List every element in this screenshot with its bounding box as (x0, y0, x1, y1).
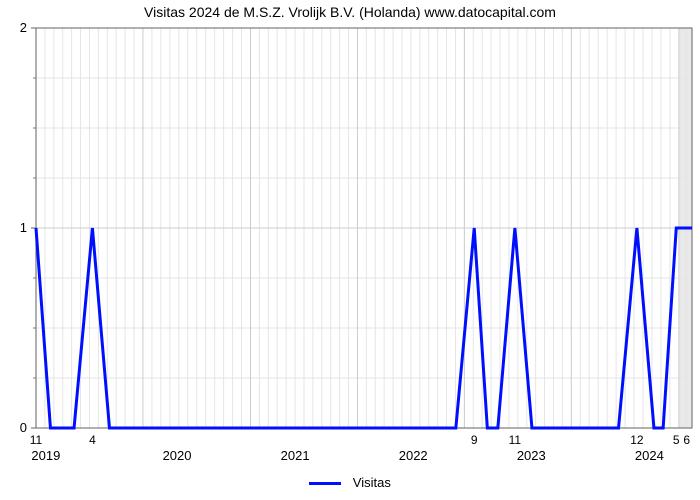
svg-text:1: 1 (20, 220, 27, 235)
legend: Visitas (0, 475, 700, 490)
svg-text:2020: 2020 (163, 448, 192, 463)
svg-text:12: 12 (630, 433, 644, 447)
svg-text:2023: 2023 (517, 448, 546, 463)
svg-text:2021: 2021 (281, 448, 310, 463)
svg-text:6: 6 (683, 433, 690, 447)
svg-text:5: 5 (673, 433, 680, 447)
legend-swatch (309, 482, 341, 485)
svg-text:9: 9 (471, 433, 478, 447)
svg-text:11: 11 (509, 433, 522, 447)
svg-text:4: 4 (89, 433, 96, 447)
legend-label: Visitas (353, 475, 391, 490)
visits-line-chart: 0121149111256201920202021202220232024 (0, 22, 700, 466)
svg-text:0: 0 (20, 420, 27, 435)
chart-title: Visitas 2024 de M.S.Z. Vrolijk B.V. (Hol… (0, 0, 700, 22)
svg-text:2022: 2022 (399, 448, 428, 463)
svg-text:2019: 2019 (31, 448, 60, 463)
svg-text:2: 2 (20, 22, 27, 35)
svg-text:2024: 2024 (635, 448, 664, 463)
svg-text:11: 11 (30, 433, 43, 447)
